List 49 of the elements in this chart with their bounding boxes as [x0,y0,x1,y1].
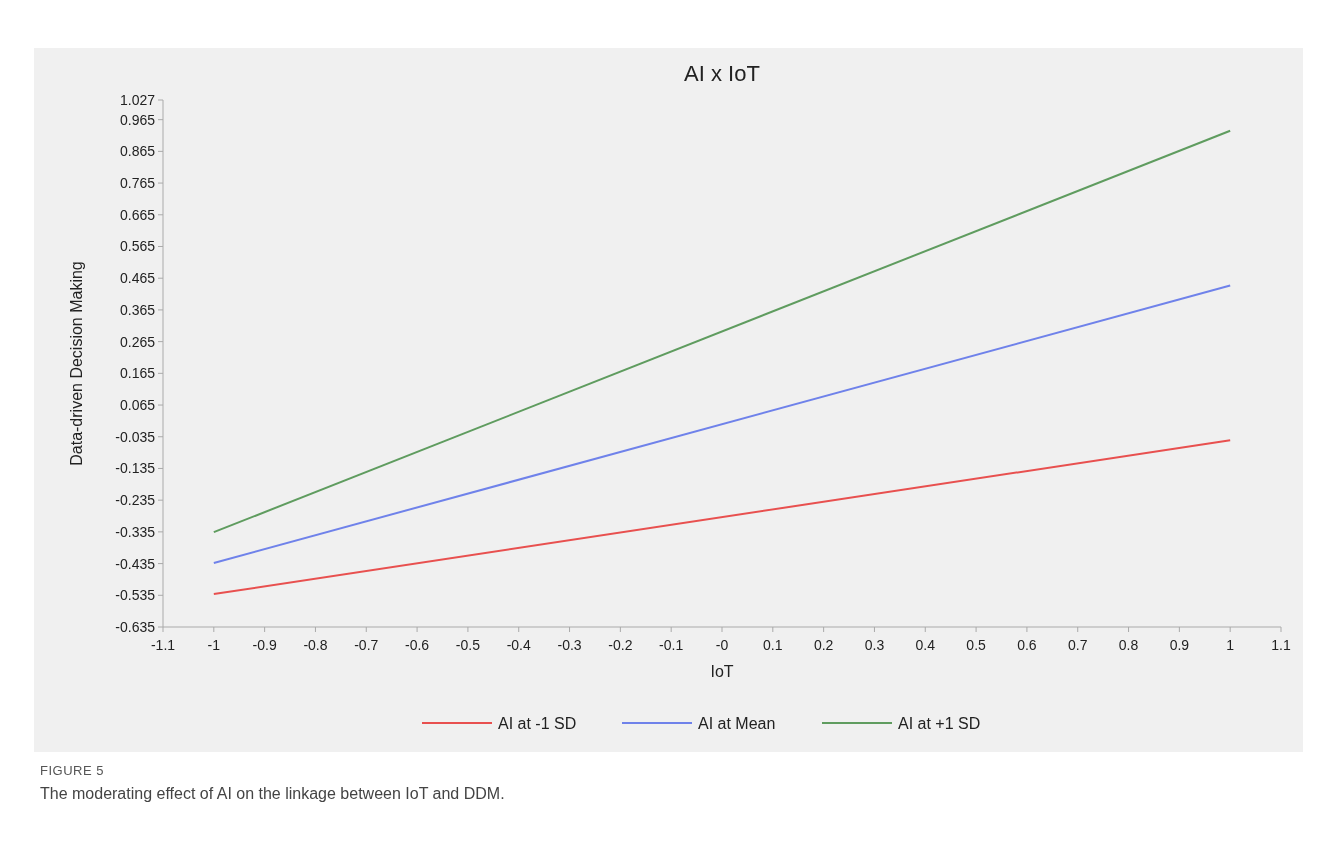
y-tick-label: 0.565 [119,238,156,255]
x-axis-title: IoT [710,663,734,680]
y-tick-label: -0.335 [115,523,156,540]
y-tick-label: 0.165 [119,365,156,382]
x-tick-label: 0.7 [1067,637,1088,653]
y-tick-label: -0.435 [115,555,156,572]
caption: FIGURE 5 [40,763,104,778]
y-tick-label: 0.765 [119,175,156,192]
y-tick-label: 1.027 [119,92,156,108]
y-tick-label: 0.065 [119,397,156,414]
x-tick-label: 1.1 [1271,637,1291,653]
x-tick-label: -0.6 [405,637,430,653]
legend-label: AI at +1 SD [898,715,981,732]
y-tick-label: -0.635 [115,619,156,635]
x-tick-label: 0.2 [813,637,834,653]
y-axis-title: Data-driven Decision Making [68,261,85,466]
x-tick-label: -1 [207,637,221,653]
y-tick-label: -0.035 [115,428,156,445]
x-tick-label: -0.4 [506,637,531,653]
x-tick-label: -0.9 [252,637,277,653]
x-tick-label: -0 [715,637,729,653]
y-tick-label: 0.965 [119,111,156,128]
x-tick-label: 0.6 [1017,637,1037,653]
x-tick-label: -0.8 [303,637,328,653]
y-tick-label: 0.465 [119,270,156,287]
x-tick-label: -1.1 [150,637,176,653]
y-tick-label: 0.865 [119,143,156,160]
y-tick-label: -0.135 [115,460,156,477]
legend-label: AI at -1 SD [498,715,577,732]
legend-label: AI at Mean [698,715,776,732]
y-tick-label: 0.665 [119,206,156,223]
x-tick-label: -0.5 [455,637,481,653]
x-tick-label: 0.5 [966,637,987,653]
x-tick-label: -0.3 [557,637,582,653]
x-tick-label: 0.1 [763,637,783,653]
x-tick-label: -0.7 [354,637,379,653]
x-tick-label: 0.4 [915,637,936,653]
chart-title: AI x IoT [684,61,760,86]
y-tick-label: 0.365 [119,301,156,318]
x-tick-label: 1 [1226,637,1235,653]
x-tick-label: 0.8 [1118,637,1139,653]
x-tick-label: -0.2 [608,637,633,653]
text: The moderating effect of AI on the linkage between IoT and DDM. [40,785,505,802]
y-tick-label: 0.265 [119,333,156,350]
y-tick-label: -0.235 [115,492,156,509]
x-tick-label: 0.9 [1169,637,1190,653]
x-tick-label: -0.1 [659,637,684,653]
x-tick-label: 0.3 [864,637,885,653]
y-tick-label: -0.535 [115,587,156,604]
